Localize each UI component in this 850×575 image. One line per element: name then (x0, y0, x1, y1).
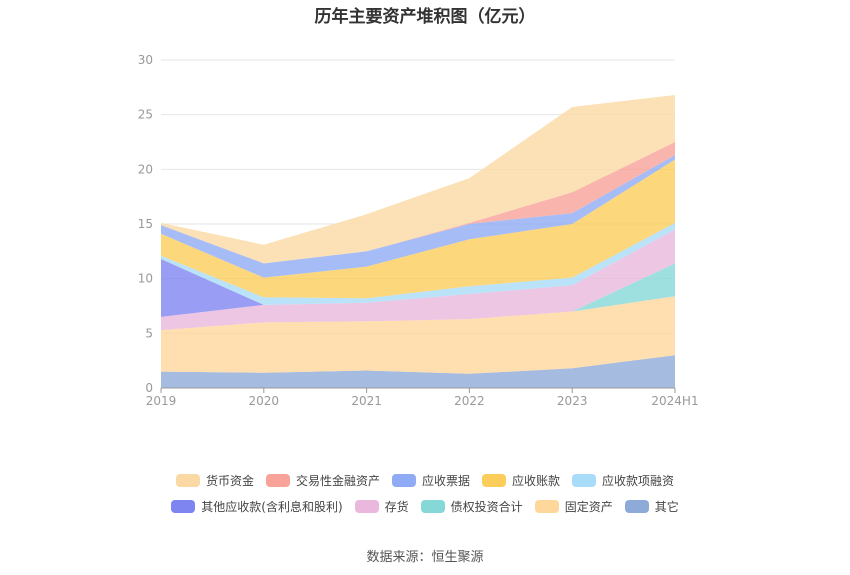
legend-item[interactable]: 应收款项融资 (572, 472, 674, 489)
legend-item[interactable]: 存货 (354, 498, 409, 515)
legend-swatch (420, 500, 445, 513)
legend-item[interactable]: 其它 (624, 498, 679, 515)
x-tick-label: 2022 (454, 394, 485, 408)
legend-swatch (171, 500, 196, 513)
legend-item[interactable]: 固定资产 (534, 498, 613, 515)
legend-swatch (175, 474, 200, 487)
area-货币资金[interactable] (161, 95, 675, 264)
legend-item[interactable]: 应收账款 (482, 472, 560, 489)
area-应收票据[interactable] (161, 155, 675, 278)
legend-swatch (265, 474, 290, 487)
area-其他应收款(含利息和股利)[interactable] (161, 229, 675, 317)
y-tick-label: 25 (138, 108, 153, 122)
legend-label: 其他应收款(含利息和股利) (201, 500, 343, 514)
legend-swatch (354, 500, 379, 513)
legend-label: 交易性金融资产 (295, 474, 380, 488)
legend-label: 应收款项融资 (602, 474, 675, 488)
legend-label: 固定资产 (564, 500, 613, 514)
area-应收账款[interactable] (161, 159, 675, 299)
legend-label: 货币资金 (205, 474, 254, 488)
legend-row: 货币资金 交易性金融资产 应收票据 应收账款 应收款项融资 (0, 472, 850, 489)
legend-label: 债权投资合计 (450, 500, 523, 514)
axes: 0 5 10 15 20 25 30 2019 2020 2021 2022 2023 2024H1 (138, 53, 699, 408)
y-tick-label: 20 (138, 162, 153, 176)
x-tick-label: 2024H1 (651, 394, 698, 408)
x-tick-label: 2021 (351, 394, 382, 408)
area-应收款项融资[interactable] (161, 222, 675, 305)
chart-title: 历年主要资产堆积图（亿元） (314, 7, 536, 27)
area-交易性金融资产[interactable] (161, 142, 675, 264)
y-tick-label: 10 (138, 272, 153, 286)
legend-label: 存货 (384, 500, 409, 514)
legend-item[interactable]: 交易性金融资产 (265, 472, 380, 489)
data-source: 数据来源：恒生聚源 (366, 550, 484, 565)
legend-item[interactable]: 其他应收款(含利息和股利) (171, 498, 343, 515)
x-tick-label: 2020 (249, 394, 280, 408)
y-tick-label: 5 (145, 326, 153, 340)
legend-swatch (534, 500, 559, 513)
y-tick-label: 0 (145, 381, 153, 395)
legend: 货币资金 交易性金融资产 应收票据 应收账款 应收款项融资其他应收款(含利息和股利) 存货… (0, 472, 850, 524)
legend-label: 应收账款 (512, 474, 561, 488)
legend-swatch (482, 474, 506, 487)
legend-swatch (572, 474, 597, 487)
area-固定资产[interactable] (161, 296, 675, 374)
area-存货[interactable] (161, 229, 675, 331)
y-tick-label: 30 (138, 53, 153, 67)
legend-label: 应收票据 (421, 474, 470, 488)
legend-label: 其它 (654, 500, 679, 514)
legend-swatch (624, 500, 649, 513)
x-tick-label: 2019 (146, 394, 177, 408)
area-其它[interactable] (161, 355, 675, 388)
legend-item[interactable]: 应收票据 (391, 472, 470, 489)
y-tick-label: 15 (138, 217, 153, 231)
legend-swatch (391, 474, 416, 487)
legend-item[interactable]: 债权投资合计 (420, 498, 523, 515)
legend-item[interactable]: 货币资金 (175, 472, 254, 489)
area-series (161, 95, 675, 388)
legend-row: 其他应收款(含利息和股利) 存货 债权投资合计 固定资产 其它 (0, 498, 850, 515)
x-tick-label: 2023 (557, 394, 588, 408)
